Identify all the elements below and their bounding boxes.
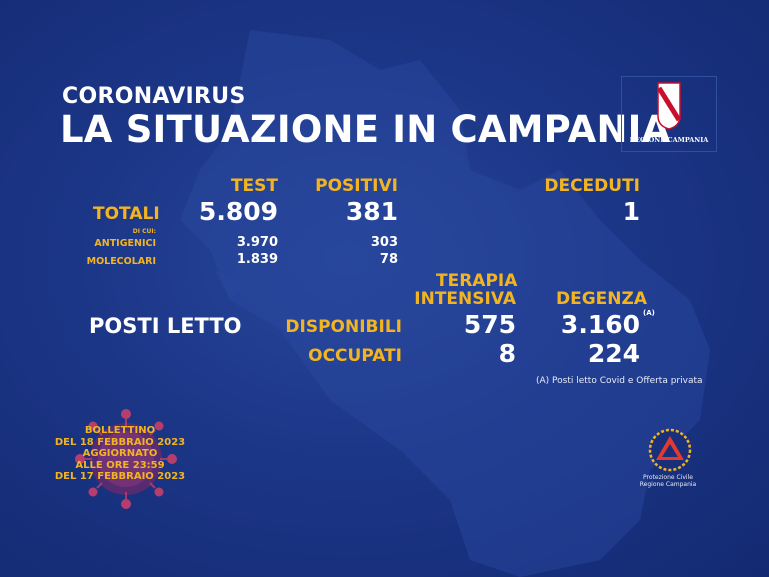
regione-campania-caption: REGIONE CAMPANIA [629,136,709,144]
campania-shield-icon [657,82,681,130]
bulletin-line-1: BOLLETTINO [84,425,156,436]
molecolari-label: MOLECOLARI [86,256,156,267]
beds-footnote: (A) Posti letto Covid e Offerta privata [536,376,703,386]
antigenici-positivi-value: 303 [370,235,398,250]
posti-letto-title: POSTI LETTO [89,314,242,338]
ti-occupati-value: 8 [498,339,516,368]
antigenici-label: ANTIGENICI [94,238,156,249]
molecolari-positivi-value: 78 [379,252,398,267]
header-degenza: DEGENZA [556,289,648,309]
regione-campania-logo [621,76,717,152]
degenza-disponibili-value: 3.160 [560,310,640,339]
molecolari-test-value: 1.839 [236,252,278,267]
bulletin-info: BOLLETTINO DEL 18 FEBBRAIO 2023 AGGIORNA… [40,425,200,483]
totali-deceduti-value: 1 [622,197,640,226]
header-intensiva: INTENSIVA [414,289,516,309]
totali-test-value: 5.809 [198,197,278,226]
pc-caption-line-1: Protezione Civile [643,474,693,481]
protezione-civile-logo-icon [648,428,692,472]
disponibili-label: DISPONIBILI [285,317,402,337]
bulletin-line-2: DEL 18 FEBBRAIO 2023 [54,436,186,448]
pc-caption-line-2: Regione Campania [639,481,697,488]
header-deceduti: DECEDUTI [544,176,640,196]
degenza-occupati-value: 224 [587,339,640,368]
header-test: TEST [230,176,278,196]
coronavirus-icon [75,409,177,509]
protezione-civile-caption: Protezione Civile Regione Campania [628,474,708,488]
bulletin-line-5: DEL 17 FEBBRAIO 2023 [54,471,186,483]
totali-label: TOTALI [93,204,160,224]
antigenici-test-value: 3.970 [236,235,278,250]
bulletin-line-3: AGGIORNATO [82,448,158,460]
page-title: LA SITUAZIONE IN CAMPANIA [60,108,671,151]
di-cui-label: DI CUI: [132,228,156,235]
bulletin-line-4: ALLE ORE 23:59 [75,459,165,471]
eyebrow-title: CORONAVIRUS [62,84,246,109]
totali-positivi-value: 381 [345,197,398,226]
header-terapia: TERAPIA [436,271,518,291]
header-positivi: POSITIVI [315,176,398,196]
ti-disponibili-value: 575 [463,310,516,339]
degenza-footnote-marker: (A) [643,309,655,317]
occupati-label: OCCUPATI [308,346,402,366]
